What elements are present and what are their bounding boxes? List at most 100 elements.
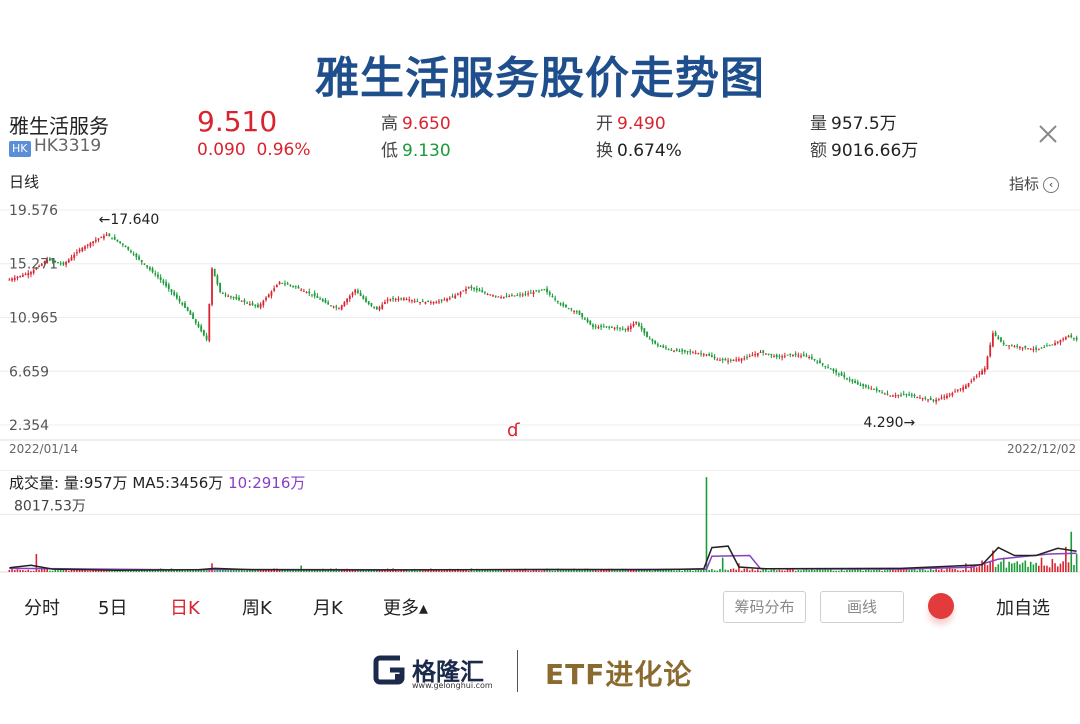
candle-body (962, 387, 965, 391)
volume-bar (76, 569, 78, 572)
volume-bar (578, 568, 581, 572)
candle-body (484, 292, 486, 294)
candle-body (800, 355, 802, 357)
candle-body (994, 332, 997, 337)
tab-more[interactable]: 更多▴ (383, 598, 429, 619)
close-icon[interactable] (1037, 123, 1059, 145)
volume-bar (527, 570, 529, 572)
candle-body (411, 300, 413, 302)
volume-bar (670, 568, 673, 572)
candle-body (243, 300, 246, 302)
volume-bar (978, 566, 981, 572)
candle-body (694, 352, 697, 354)
candle-body (746, 356, 748, 358)
volume-bar (781, 570, 783, 572)
indicator-button[interactable]: 指标 ‹ (1009, 173, 1060, 194)
candle-body (132, 253, 135, 255)
volume-bar (184, 570, 186, 572)
candle-body (702, 354, 705, 356)
candle-body (605, 326, 608, 328)
candle-body (248, 303, 251, 305)
candlesticks (8, 231, 1078, 405)
candle-body (305, 292, 308, 294)
tab-weekly-k[interactable]: 周K (242, 598, 272, 619)
ma5-line (9, 545, 1077, 571)
price-tick-label: 19.576 (9, 203, 58, 219)
candlestick-chart: 19.576 15.271 10.965 6.659 2.354 ←17.640 4.2… (0, 203, 1080, 455)
candle-body (119, 241, 122, 243)
candle-body (532, 292, 535, 294)
tab-daily-k[interactable]: 日K (170, 598, 200, 619)
stat-amount-label: 额 (810, 141, 827, 161)
tab-intraday[interactable]: 分时 (24, 598, 60, 619)
tab-monthly-k[interactable]: 月K (313, 598, 343, 619)
candle-body (592, 324, 594, 328)
volume-bar (232, 569, 235, 572)
candle-body (640, 325, 643, 330)
candle-body (908, 394, 911, 396)
candle-body (846, 378, 848, 380)
volume-bar (770, 569, 773, 572)
volume-bar (257, 569, 259, 572)
volume-bar (735, 569, 737, 572)
candle-body (405, 298, 408, 300)
candle-body (192, 313, 194, 319)
tab-5day[interactable]: 5日 (98, 598, 128, 619)
volume-bar (43, 568, 46, 572)
candle-body (892, 395, 894, 397)
candle-body (35, 267, 38, 270)
candle-body (732, 359, 735, 361)
volume-bar (786, 568, 789, 572)
candle-body (329, 305, 332, 307)
volume-bar (186, 570, 189, 572)
volume-bar (38, 569, 40, 572)
volume-bar (438, 569, 440, 572)
volume-bar (16, 569, 19, 572)
volume-bar (943, 570, 946, 572)
volume-bar (62, 569, 65, 572)
volume-bar (57, 570, 59, 572)
volume-bar (373, 570, 375, 572)
volume-title: 成交量 (9, 474, 55, 492)
candle-body (967, 383, 970, 387)
draw-line-button[interactable]: 画线 (820, 591, 904, 623)
candle-body (735, 359, 738, 361)
volume-bar (262, 570, 265, 572)
candle-body (975, 375, 978, 377)
price-tick-label: 2.354 (9, 418, 49, 434)
volume-bar (700, 570, 702, 572)
volume-bar (678, 568, 681, 572)
candle-body (648, 338, 651, 340)
candle-body (278, 282, 281, 285)
candle-body (775, 354, 778, 358)
candle-body (267, 294, 270, 298)
candle-body (940, 397, 943, 399)
candle-body (13, 277, 16, 280)
volume-bar (313, 569, 316, 572)
volume-bar (851, 569, 854, 572)
candle-body (159, 277, 162, 281)
candle-body (292, 286, 294, 288)
candle-body (765, 353, 767, 355)
candle-body (500, 297, 503, 299)
record-dot-icon[interactable] (928, 593, 954, 619)
volume-bar (411, 569, 413, 572)
volume-bar (67, 570, 70, 572)
volume-bar (654, 570, 656, 572)
volume-bar (113, 569, 116, 572)
add-watchlist-button[interactable]: 加自选 (996, 598, 1050, 619)
volume-bar (827, 569, 829, 572)
volume-bar (646, 569, 648, 572)
candle-body (186, 307, 189, 311)
volume-bar (802, 569, 805, 572)
candle-body (1002, 342, 1005, 345)
stat-high-value: 9.650 (402, 114, 451, 134)
candle-body (897, 395, 900, 397)
volume-bar (870, 570, 873, 572)
volume-bar (1000, 561, 1002, 572)
candle-body (721, 359, 724, 361)
chip-distribution-button[interactable]: 筹码分布 (723, 591, 806, 623)
candle-body (864, 385, 867, 387)
candle-body (689, 351, 692, 353)
candle-body (632, 323, 635, 327)
